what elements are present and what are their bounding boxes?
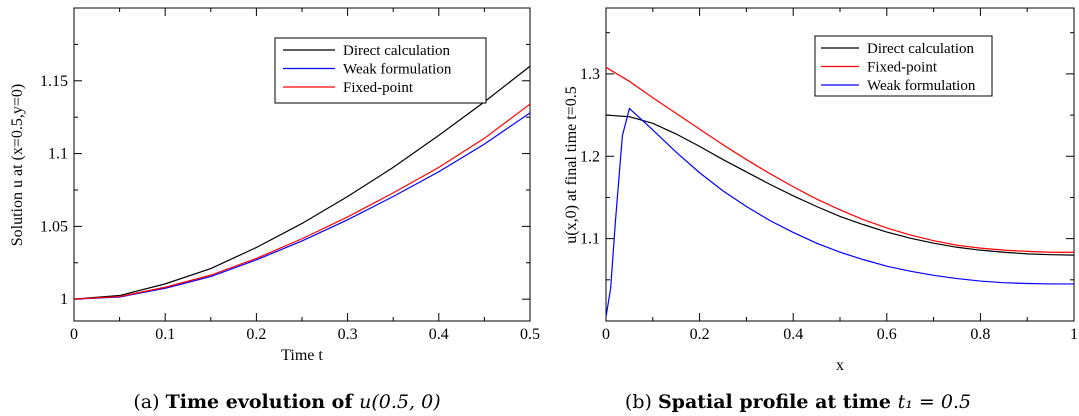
- panel-b-y-tick-label: 1.1: [580, 231, 600, 248]
- panel-a-y-tick-label: 1.15: [40, 73, 68, 90]
- panel-a-ticks: 0 0.1 0.2 0.3 0.4 0.5 1 1.05 1.1 1.15: [40, 8, 540, 343]
- panel-a-x-tick-label: 0.5: [520, 326, 540, 343]
- panel-b-x-axis-label: x: [836, 357, 844, 374]
- panel-b-spatial-profile: 0 0.2 0.4 0.6 0.8 1 1.1 1.2 1.3 x u(x,0) at fina…: [563, 7, 1078, 374]
- panel-b-series-line-direct-calculation: [605, 114, 1075, 256]
- panel-a-legend-box: [274, 37, 487, 104]
- panel-a-y-tick-label: 1.05: [40, 218, 68, 235]
- panel-b-x-tick-label: 0: [602, 326, 610, 343]
- panel-a-caption-math: u(0.5, 0): [359, 391, 440, 413]
- panel-a-y-tick-label: 1: [60, 291, 68, 308]
- panel-a-x-tick-label: 0.1: [155, 326, 175, 343]
- panel-b-caption-bold: Spatial profile at time: [658, 391, 898, 413]
- panel-a-caption: (a) Time evolution of u(0.5, 0): [133, 391, 440, 413]
- panel-a-x-tick-label: 0.4: [429, 326, 449, 343]
- panel-b-y-axis-label: u(x,0) at final time t=0.5: [563, 86, 580, 243]
- panel-b-ticks: 0 0.2 0.4 0.6 0.8 1 1.1 1.2 1.3: [580, 8, 1078, 343]
- panel-a-legend: Direct calculation Weak formulation Fixed-…: [274, 37, 487, 104]
- panel-b-caption-math: t₁ = 0.5: [898, 391, 971, 413]
- panel-a-y-axis-label: Solution u at (x=0.5,y=0): [9, 84, 26, 246]
- panel-b-y-tick-label: 1.3: [580, 66, 600, 83]
- panel-b-legend-label-direct-calculation: Direct calculation: [867, 41, 975, 57]
- panel-a-x-axis-label: Time t: [281, 347, 323, 364]
- panel-b-legend-label-weak-formulation: Weak formulation: [867, 78, 976, 94]
- panel-a-x-tick-label: 0.2: [246, 326, 266, 343]
- panel-b-caption-prefix: (b): [625, 391, 658, 413]
- panel-b-legend-label-fixed-point: Fixed-point: [867, 60, 938, 76]
- panel-a-legend-label-direct-calculation: Direct calculation: [343, 43, 451, 59]
- panel-a-time-evolution: 0 0.1 0.2 0.3 0.4 0.5 1 1.05 1.1 1.15 Time t Solu…: [9, 7, 540, 364]
- panel-a-series: [73, 65, 531, 300]
- panel-b-series-line-weak-formulation: [605, 107, 1074, 317]
- panel-a-series-line-direct-calculation: [73, 65, 531, 300]
- panel-b-x-tick-label: 0.6: [877, 326, 897, 343]
- panel-a-legend-label-fixed-point: Fixed-point: [343, 80, 414, 96]
- panel-a-caption-prefix: (a): [133, 391, 165, 413]
- panel-a-caption-bold: Time evolution of: [166, 391, 360, 413]
- panel-b-series: [605, 66, 1075, 317]
- panel-b-x-tick-label: 1: [1070, 326, 1078, 343]
- panel-b-x-tick-label: 0.4: [783, 326, 803, 343]
- panel-b-series-line-fixed-point: [605, 66, 1074, 253]
- panel-a-x-tick-label: 0.3: [338, 326, 358, 343]
- panel-b-legend: Direct calculation Fixed-point Weak formul…: [814, 35, 993, 97]
- panel-a-series-line-weak-formulation: [73, 112, 531, 300]
- panel-b-caption: (b) Spatial profile at time t₁ = 0.5: [625, 391, 971, 413]
- panel-b-x-tick-label: 0.2: [690, 326, 710, 343]
- panel-b-y-tick-label: 1.2: [580, 148, 600, 165]
- panel-a-x-tick-label: 0: [70, 326, 78, 343]
- panel-b-x-tick-label: 0.8: [970, 326, 990, 343]
- panel-a-y-tick-label: 1.1: [48, 146, 68, 163]
- panel-a-legend-label-weak-formulation: Weak formulation: [343, 62, 452, 78]
- panel-a-series-line-fixed-point: [73, 103, 531, 300]
